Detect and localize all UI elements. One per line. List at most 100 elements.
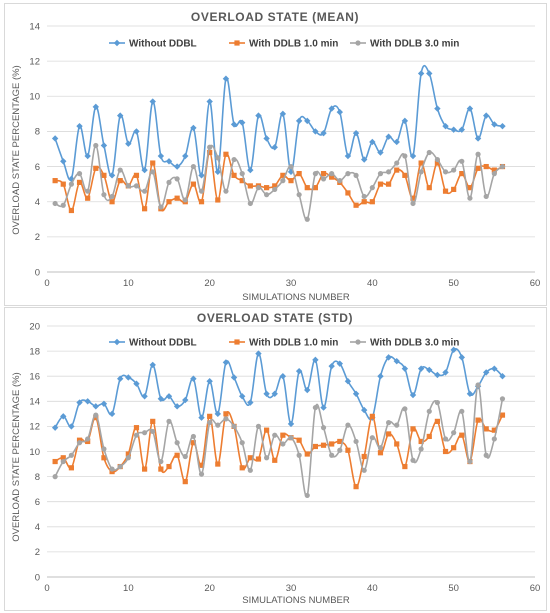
data-point	[76, 122, 83, 130]
data-point	[385, 133, 392, 140]
data-point	[328, 105, 335, 112]
data-point	[100, 400, 108, 408]
data-point	[345, 447, 351, 453]
data-point	[336, 108, 343, 116]
data-point	[231, 172, 237, 178]
data-point	[295, 367, 303, 375]
data-point	[108, 410, 116, 418]
data-point	[491, 171, 497, 177]
x-tick-label: 30	[286, 583, 297, 594]
data-point	[198, 172, 205, 179]
data-point	[361, 453, 367, 460]
legend-marker	[355, 339, 361, 345]
data-point	[329, 441, 335, 447]
data-point	[337, 178, 343, 184]
data-point	[117, 167, 123, 173]
y-tick-label: 10	[29, 447, 40, 458]
data-point	[352, 129, 360, 137]
data-point	[451, 167, 457, 173]
data-point	[386, 420, 392, 426]
data-point	[499, 122, 506, 130]
data-point	[85, 195, 91, 201]
data-point	[312, 171, 318, 177]
data-point	[142, 430, 148, 436]
data-point	[369, 185, 375, 191]
data-point	[223, 411, 229, 417]
data-point	[150, 169, 156, 175]
y-tick-label: 14	[29, 397, 40, 408]
y-tick-label: 2	[35, 232, 40, 243]
data-point	[198, 471, 205, 477]
data-point	[296, 437, 302, 443]
data-point	[84, 398, 91, 405]
data-point	[141, 166, 148, 174]
data-point	[125, 140, 132, 147]
data-point	[142, 466, 148, 472]
data-point	[459, 158, 465, 164]
data-point	[272, 457, 278, 463]
data-point	[417, 70, 425, 77]
data-point	[255, 112, 262, 119]
data-point	[230, 374, 238, 381]
data-point	[76, 399, 83, 406]
data-point	[255, 423, 262, 429]
y-tick-label: 2	[35, 547, 40, 558]
data-point	[109, 199, 115, 205]
data-point	[296, 452, 302, 458]
data-point	[361, 467, 367, 473]
data-point	[499, 373, 506, 380]
data-point	[239, 178, 245, 184]
data-point	[133, 128, 140, 135]
data-point	[207, 413, 213, 419]
data-point	[426, 408, 432, 414]
data-point	[475, 151, 481, 157]
data-point	[68, 175, 75, 183]
data-point	[304, 386, 311, 394]
data-point	[402, 153, 408, 159]
data-point	[125, 455, 131, 461]
data-point	[369, 138, 376, 146]
data-point	[329, 171, 335, 177]
data-point	[394, 441, 400, 447]
data-point	[239, 393, 246, 400]
data-point	[222, 75, 230, 82]
data-point	[491, 167, 497, 173]
data-point	[442, 369, 449, 376]
data-point	[166, 179, 172, 185]
data-point	[434, 105, 441, 112]
data-point	[312, 404, 318, 411]
data-point	[426, 185, 432, 191]
y-tick-label: 16	[29, 372, 40, 383]
data-point	[475, 165, 481, 171]
data-point	[149, 98, 156, 105]
data-point	[264, 185, 270, 191]
legend-entry: With DDLB 3.0 min	[350, 338, 459, 349]
data-point	[239, 119, 246, 126]
data-point	[361, 156, 368, 163]
data-point	[206, 98, 213, 105]
data-point	[272, 183, 278, 189]
data-point	[60, 158, 67, 165]
data-point	[499, 163, 506, 170]
series-line	[54, 64, 503, 181]
data-point	[295, 117, 303, 125]
data-point	[328, 362, 335, 370]
data-point	[426, 70, 433, 77]
legend-label: Without DDBL	[129, 39, 197, 50]
data-point	[117, 178, 123, 184]
data-point	[109, 466, 115, 472]
data-point	[288, 435, 294, 441]
data-point	[207, 149, 213, 156]
data-point	[142, 206, 148, 212]
series-with-ddlb-1-0-min	[52, 411, 506, 490]
data-point	[377, 171, 384, 177]
legend-label: With DDLB 3.0 min	[370, 338, 459, 349]
data-point	[337, 438, 343, 445]
data-point	[158, 458, 164, 465]
gridlines	[47, 25, 535, 273]
data-point	[215, 422, 221, 428]
data-point	[85, 436, 91, 442]
data-point	[442, 448, 449, 455]
x-tick-label: 60	[530, 583, 541, 594]
data-point	[215, 155, 221, 161]
